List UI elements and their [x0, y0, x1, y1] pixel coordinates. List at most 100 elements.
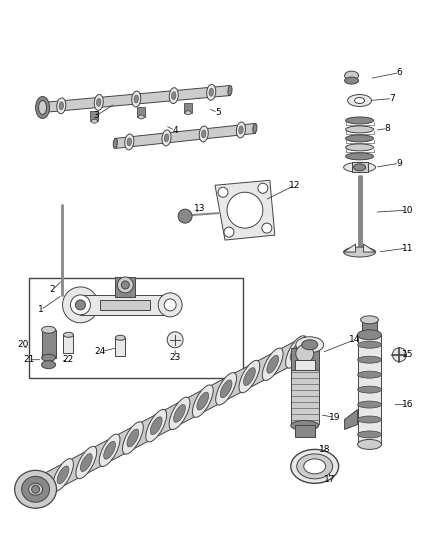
Ellipse shape: [345, 71, 359, 80]
Ellipse shape: [197, 392, 209, 410]
Ellipse shape: [357, 439, 381, 449]
Bar: [291, 348, 319, 370]
Ellipse shape: [343, 247, 375, 257]
Circle shape: [296, 345, 314, 362]
Ellipse shape: [355, 98, 364, 103]
Ellipse shape: [244, 368, 255, 385]
Ellipse shape: [201, 130, 206, 138]
Ellipse shape: [14, 470, 57, 508]
Text: 12: 12: [289, 181, 300, 190]
Ellipse shape: [297, 454, 332, 479]
Circle shape: [63, 287, 99, 323]
Ellipse shape: [348, 94, 371, 107]
Ellipse shape: [346, 153, 374, 160]
Ellipse shape: [42, 361, 56, 369]
Text: 21: 21: [23, 355, 34, 364]
Ellipse shape: [164, 134, 169, 142]
Ellipse shape: [113, 139, 117, 148]
Ellipse shape: [253, 124, 257, 133]
Circle shape: [178, 209, 192, 223]
Circle shape: [32, 486, 39, 493]
Ellipse shape: [134, 95, 138, 103]
Ellipse shape: [357, 341, 381, 348]
Ellipse shape: [123, 422, 143, 454]
Ellipse shape: [57, 98, 66, 114]
Text: 10: 10: [402, 206, 413, 215]
Ellipse shape: [239, 360, 260, 393]
Ellipse shape: [291, 449, 339, 483]
Ellipse shape: [286, 336, 307, 368]
Text: 3: 3: [94, 111, 99, 120]
Ellipse shape: [28, 483, 42, 495]
Text: 9: 9: [396, 159, 402, 168]
Ellipse shape: [357, 416, 381, 423]
Circle shape: [158, 293, 182, 317]
Ellipse shape: [302, 340, 318, 350]
Polygon shape: [42, 86, 230, 112]
Text: 5: 5: [215, 108, 221, 117]
Ellipse shape: [125, 134, 134, 150]
Ellipse shape: [357, 431, 381, 438]
Circle shape: [262, 223, 272, 233]
Text: 7: 7: [389, 94, 396, 103]
Bar: [137, 107, 145, 117]
Text: 11: 11: [402, 244, 413, 253]
Bar: [295, 425, 314, 438]
Ellipse shape: [59, 102, 64, 110]
Text: 18: 18: [319, 445, 330, 454]
Text: 2: 2: [50, 286, 55, 294]
Bar: [90, 111, 99, 121]
Ellipse shape: [127, 138, 131, 146]
Ellipse shape: [104, 441, 116, 459]
Polygon shape: [215, 180, 275, 240]
Ellipse shape: [304, 459, 326, 474]
Ellipse shape: [21, 477, 49, 502]
Ellipse shape: [357, 401, 381, 408]
Circle shape: [218, 187, 228, 197]
Bar: [115, 338, 125, 356]
Bar: [361, 320, 378, 338]
Ellipse shape: [199, 126, 208, 142]
Ellipse shape: [357, 371, 381, 378]
Ellipse shape: [262, 348, 283, 381]
Bar: [100, 300, 150, 310]
Ellipse shape: [172, 92, 176, 100]
Text: 24: 24: [95, 347, 106, 356]
Ellipse shape: [357, 356, 381, 363]
Circle shape: [258, 183, 268, 193]
Ellipse shape: [115, 335, 125, 340]
Ellipse shape: [296, 337, 324, 353]
Circle shape: [75, 300, 85, 310]
Text: 6: 6: [396, 68, 402, 77]
Ellipse shape: [127, 429, 139, 447]
Ellipse shape: [346, 135, 374, 142]
Ellipse shape: [239, 126, 243, 134]
Text: 1: 1: [38, 305, 43, 314]
Ellipse shape: [290, 343, 302, 361]
Bar: [291, 370, 319, 424]
Bar: [295, 360, 314, 370]
Circle shape: [164, 299, 176, 311]
Ellipse shape: [81, 454, 92, 472]
Text: 15: 15: [402, 350, 413, 359]
Ellipse shape: [39, 101, 46, 115]
Ellipse shape: [346, 126, 374, 133]
Ellipse shape: [35, 96, 49, 118]
Ellipse shape: [192, 385, 213, 417]
Circle shape: [224, 227, 234, 237]
Ellipse shape: [162, 130, 171, 146]
Ellipse shape: [64, 332, 74, 337]
Polygon shape: [345, 409, 357, 430]
Text: 19: 19: [329, 413, 340, 422]
Bar: [184, 103, 192, 113]
Ellipse shape: [96, 99, 101, 107]
Ellipse shape: [185, 111, 191, 115]
Bar: [81, 295, 170, 315]
Ellipse shape: [360, 316, 378, 324]
Bar: [28, 278, 243, 378]
Bar: [352, 163, 367, 172]
Bar: [64, 335, 74, 353]
Ellipse shape: [42, 326, 56, 333]
Ellipse shape: [42, 354, 56, 361]
Text: 23: 23: [170, 353, 181, 362]
